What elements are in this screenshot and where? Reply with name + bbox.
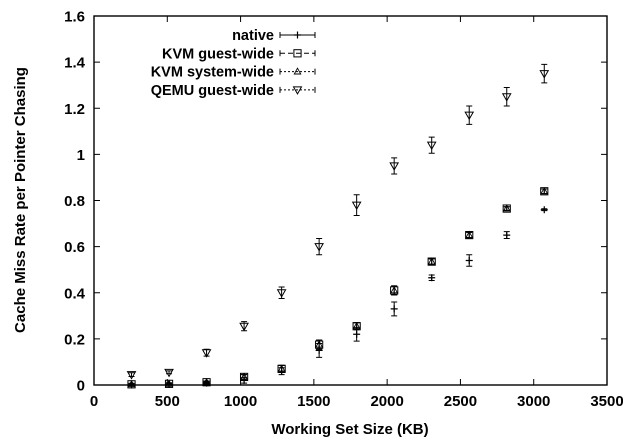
series-kvm-system-wide: [127, 186, 549, 388]
legend-item: native: [232, 28, 316, 44]
error-bar: [128, 372, 135, 377]
data-point: [164, 368, 174, 378]
data-point: [389, 162, 400, 171]
y-tick-label: 0.6: [64, 239, 85, 256]
legend-errorbar-caps: [279, 32, 316, 38]
legend-marker: [293, 67, 302, 75]
axis-ticks: 0 500 1000 1500 2000 2500 3000 3500 0 0.2 0.4 0.6 0.…: [64, 9, 623, 411]
data-point: [501, 93, 512, 102]
x-tick-label: 500: [155, 393, 180, 410]
series-native: [128, 206, 548, 389]
data-point: [540, 206, 548, 214]
error-bar: [391, 157, 398, 175]
data-point: [314, 243, 324, 252]
data-point: [201, 349, 212, 358]
error-bar: [503, 206, 510, 211]
series-qemu-guest-wide: [126, 63, 550, 380]
y-tick-label: 1.2: [64, 101, 85, 118]
data-point: [502, 204, 511, 212]
legend-label: KVM system-wide: [151, 65, 274, 81]
x-tick-label: 3500: [590, 393, 623, 410]
error-bar: [503, 86, 510, 107]
data-marks: [126, 63, 550, 389]
x-tick-label: 0: [90, 393, 98, 410]
data-point: [127, 379, 136, 388]
x-tick-label: 2000: [370, 393, 403, 410]
data-point: [351, 201, 362, 211]
data-point: [465, 230, 474, 238]
x-tick-label: 3000: [517, 393, 550, 410]
data-point: [240, 372, 249, 380]
x-tick-label: 1000: [224, 393, 257, 410]
data-point: [540, 186, 549, 195]
legend-marker: [294, 31, 301, 39]
data-point: [276, 289, 287, 298]
data-point: [390, 286, 399, 294]
data-point: [428, 274, 436, 282]
legend-label: KVM guest-wide: [162, 46, 274, 62]
data-point: [353, 330, 361, 338]
y-axis-label: Cache Miss Rate per Pointer Chasing: [12, 67, 29, 333]
legend-label: QEMU guest-wide: [151, 83, 274, 99]
data-point: [465, 256, 473, 264]
y-tick-label: 1: [77, 147, 85, 164]
legend-marker: [292, 86, 303, 95]
data-point: [352, 321, 361, 330]
data-point: [126, 371, 137, 380]
legend-item: QEMU guest-wide: [151, 83, 316, 99]
error-bar: [316, 238, 323, 256]
y-tick-label: 1.4: [64, 55, 86, 72]
error-bar: [466, 105, 473, 125]
x-axis-label: Working Set Size (KB): [271, 421, 428, 438]
data-point: [202, 377, 211, 386]
legend: native KVM guest-wide KVM system-wide QEMU …: [151, 28, 316, 99]
error-bar: [353, 194, 360, 216]
data-point: [464, 111, 475, 121]
error-bar: [541, 63, 548, 84]
legend-errorbar-caps: [279, 86, 316, 93]
x-tick-label: 2500: [444, 393, 477, 410]
legend-item: KVM system-wide: [151, 65, 316, 81]
y-tick-label: 0: [77, 378, 85, 395]
y-tick-label: 1.6: [64, 9, 85, 26]
data-point: [277, 364, 286, 372]
x-tick-label: 1500: [297, 393, 330, 410]
error-bar: [428, 136, 435, 154]
y-tick-label: 0.8: [64, 193, 85, 210]
data-point: [427, 257, 436, 265]
data-point: [165, 379, 174, 387]
legend-label: native: [232, 28, 274, 44]
legend-marker: [293, 49, 302, 58]
data-point: [315, 340, 324, 348]
legend-errorbar-caps: [279, 50, 316, 57]
series-kvm-guest-wide: [127, 187, 549, 389]
data-point: [390, 305, 398, 313]
legend-errorbar-caps: [279, 68, 316, 75]
data-point: [239, 322, 249, 332]
y-tick-label: 0.4: [64, 285, 86, 302]
data-point: [426, 141, 437, 151]
legend-item: KVM guest-wide: [162, 46, 316, 62]
y-tick-label: 0.2: [64, 331, 85, 348]
data-point: [503, 231, 511, 239]
data-point: [539, 70, 550, 79]
